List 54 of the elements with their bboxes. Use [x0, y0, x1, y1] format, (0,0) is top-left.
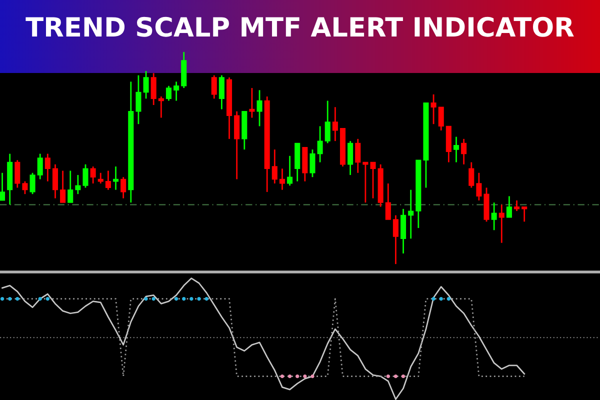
- candlestick: [430, 94, 436, 125]
- candlestick: [348, 140, 354, 176]
- candlestick: [310, 148, 316, 178]
- candlestick: [279, 168, 285, 191]
- candlestick: [105, 170, 111, 191]
- candlestick: [120, 176, 126, 200]
- candlestick: [150, 72, 156, 106]
- candlestick: [98, 172, 104, 184]
- candlestick: [211, 74, 217, 100]
- candlestick: [408, 189, 414, 240]
- candlestick: [234, 110, 240, 180]
- candlestick: [324, 100, 330, 144]
- candlestick: [0, 172, 6, 202]
- candlestick: [112, 166, 119, 191]
- candlestick: [476, 172, 482, 202]
- candlestick: [287, 155, 293, 186]
- candlestick: [468, 162, 474, 188]
- candlestick: [60, 170, 66, 204]
- chart-title: TREND SCALP MTF ALERT INDICATOR: [26, 16, 574, 37]
- candlestick: [272, 148, 278, 184]
- candlestick: [317, 126, 323, 163]
- candlestick: [461, 138, 467, 166]
- candlestick: [514, 200, 520, 212]
- candlestick: [82, 164, 88, 188]
- candlestick: [491, 202, 497, 231]
- candlestick: [44, 153, 50, 182]
- candlestick: [256, 89, 262, 127]
- candlestick: [392, 214, 398, 265]
- candlestick: [522, 206, 528, 222]
- candlestick: [453, 136, 460, 163]
- candlestick: [30, 172, 36, 195]
- candlestick: [158, 96, 164, 118]
- candlestick: [37, 153, 43, 180]
- candlestick: [14, 159, 20, 188]
- candlestick: [75, 174, 81, 195]
- candlestick: [438, 106, 444, 132]
- candlestick: [498, 204, 504, 244]
- candlestick: [370, 162, 376, 200]
- candlestick: [355, 138, 361, 174]
- candlestick: [136, 74, 142, 125]
- candlestick: [385, 182, 391, 220]
- candlestick: [52, 164, 58, 200]
- candlestick: [218, 74, 224, 110]
- candlestick: [174, 80, 180, 102]
- candlestick: [22, 180, 28, 195]
- candlestick: [90, 166, 96, 184]
- candlestick: [166, 85, 172, 102]
- candlestick: [68, 170, 74, 204]
- candlestick: [506, 195, 512, 218]
- candlestick: [143, 70, 149, 100]
- candlestick: [249, 87, 255, 118]
- candlestick: [332, 106, 338, 142]
- candlestick: [400, 208, 406, 254]
- candlestick: [362, 162, 368, 204]
